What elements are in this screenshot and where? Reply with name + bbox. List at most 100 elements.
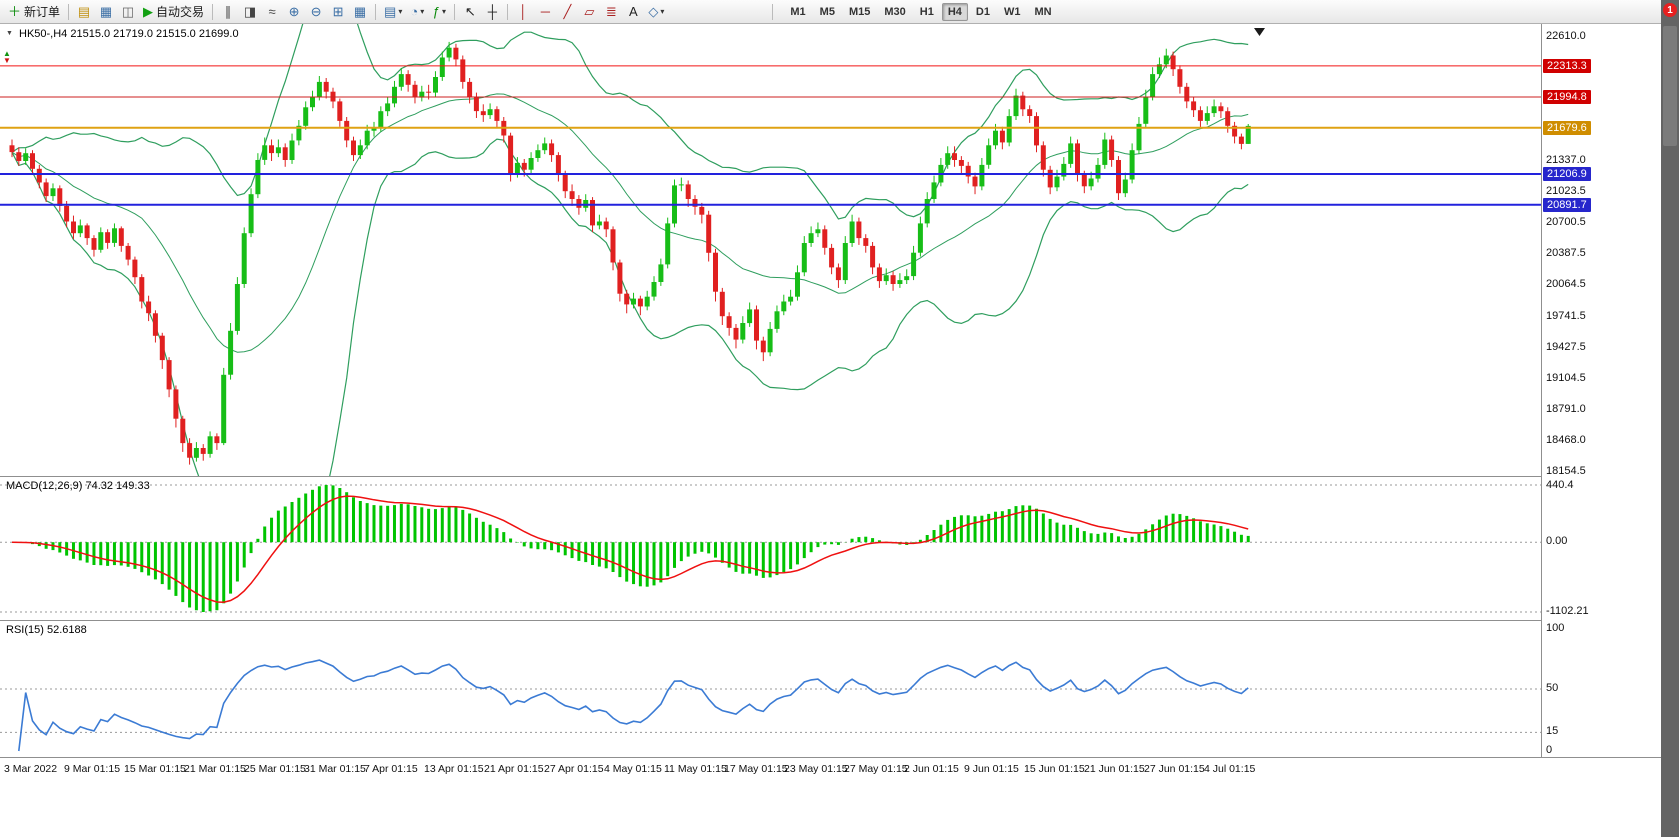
main-chart-canvas[interactable] (0, 24, 1541, 476)
new-order-button[interactable]: ＋新订单 (5, 2, 63, 22)
cursor-button[interactable]: ↖ (460, 2, 480, 22)
timeframe-h4-button[interactable]: H4 (941, 2, 968, 21)
vertical-scrollbar[interactable]: 1 (1661, 0, 1679, 837)
time-axis-label: 3 Mar 2022 (4, 763, 58, 775)
new-chart-dropdown-arrow[interactable]: ▾ (398, 7, 403, 16)
period-selector-dropdown-arrow[interactable]: ▾ (420, 7, 425, 16)
autotrading-button[interactable]: ▶ 自动交易 (140, 2, 207, 22)
time-axis-label: 15 Jun 01:15 (1024, 763, 1085, 775)
panel-separator[interactable] (0, 476, 1661, 477)
fibonacci-button[interactable]: ≣ (601, 2, 621, 22)
time-axis-label: 9 Mar 01:15 (64, 763, 121, 775)
timeframe-m15-button[interactable]: M15 (848, 5, 871, 18)
price-level-badge: 21994.8 (1543, 90, 1591, 104)
price-axis-label: 50 (1546, 682, 1559, 694)
timeframe-d1-button[interactable]: D1 (975, 5, 990, 18)
tile-windows-button[interactable]: ⊞ (328, 2, 348, 22)
new-chart-button[interactable]: ▤ ▾ (381, 2, 405, 22)
time-axis-label: 27 Apr 01:15 (544, 763, 604, 775)
chart-bars-icon: ∥ (224, 4, 232, 19)
toolbar-spacer (668, 11, 768, 12)
zoom-out-icon: ⊖ (310, 4, 322, 19)
crosshair-button[interactable]: ┼ (482, 2, 502, 22)
rsi-canvas[interactable] (0, 621, 1541, 757)
period-selector-icon: ◔ (410, 4, 419, 19)
price-axis-label: 18791.0 (1546, 403, 1586, 415)
navigator-icon: ◫ (121, 4, 135, 19)
period-selector-button[interactable]: ◔ ▾ (407, 2, 427, 22)
price-axis-label: 0.00 (1546, 535, 1568, 547)
market-watch-button[interactable]: ▦ (96, 2, 116, 22)
vertical-line-button[interactable]: │ (513, 2, 533, 22)
panel-separator (0, 757, 1661, 758)
macd-canvas[interactable] (0, 477, 1541, 620)
tile-windows-icon: ⊞ (332, 4, 344, 19)
price-level-badge: 22313.3 (1543, 59, 1591, 73)
text-tool-button[interactable]: A (623, 2, 643, 22)
chart-workspace: ▼ HK50-,H4 21515.0 21719.0 21515.0 21699… (0, 24, 1661, 837)
arrange-windows-icon: ▦ (353, 4, 367, 19)
trendline-button[interactable]: ╱ (557, 2, 577, 22)
price-axis-label: 100 (1546, 622, 1565, 634)
chart-candles-button[interactable]: ◨ (240, 2, 260, 22)
indicators-dropdown-arrow[interactable]: ▾ (441, 7, 446, 16)
time-axis-label: 2 Jun 01:15 (904, 763, 959, 775)
time-axis-label: 4 Jul 01:15 (1204, 763, 1256, 775)
timeframe-h1-button[interactable]: H1 (919, 5, 934, 18)
crosshair-icon: ┼ (487, 4, 497, 19)
shapes-dropdown-arrow[interactable]: ▾ (660, 7, 665, 16)
chart-line-button[interactable]: ≈ (262, 2, 282, 22)
zoom-in-button[interactable]: ⊕ (284, 2, 304, 22)
fibonacci-icon: ≣ (605, 4, 617, 19)
equidistant-channel-button[interactable]: ▱ (579, 2, 599, 22)
price-axis-label: 19104.5 (1546, 372, 1586, 384)
notification-badge[interactable]: 1 (1663, 3, 1677, 17)
timeframe-mn-button[interactable]: MN (1034, 5, 1052, 18)
new-order-icon: ＋ (8, 4, 22, 19)
shapes-button[interactable]: ◇ ▾ (645, 2, 667, 22)
new-order-label: 新订单 (24, 5, 61, 19)
zoom-out-button[interactable]: ⊖ (306, 2, 326, 22)
price-axis-label: 22610.0 (1546, 30, 1586, 42)
one-click-trading-toggle[interactable]: ▲ ▼ (3, 50, 11, 65)
rsi-panel: RSI(15) 52.6188 (0, 621, 1541, 757)
timeframe-w1-button[interactable]: W1 (1003, 5, 1021, 18)
toolbar-separator (68, 3, 70, 20)
chart-shift-marker[interactable] (1254, 28, 1265, 36)
expand-triangle-icon[interactable]: ▼ (6, 30, 13, 37)
horizontal-line-icon: ─ (540, 4, 550, 19)
panel-separator[interactable] (0, 620, 1661, 621)
toolbar-separator (507, 3, 509, 20)
chart-candles-icon: ◨ (243, 4, 257, 19)
toolbar-separator (375, 3, 377, 20)
new-chart-icon: ▤ (384, 4, 397, 19)
charts-profile-icon: ▤ (77, 4, 91, 19)
cursor-icon: ↖ (464, 4, 476, 19)
charts-profile-button[interactable]: ▤ (74, 2, 94, 22)
bollinger-bands (11, 24, 1249, 476)
navigator-button[interactable]: ◫ (118, 2, 138, 22)
price-axis-label: 19427.5 (1546, 341, 1586, 353)
zoom-in-icon: ⊕ (288, 4, 300, 19)
equidistant-channel-icon: ▱ (584, 4, 595, 19)
timeframe-m1-button[interactable]: M1 (790, 5, 806, 18)
time-axis-label: 4 May 01:15 (604, 763, 662, 775)
indicators-button[interactable]: ƒ ▾ (429, 2, 449, 22)
time-axis[interactable]: 3 Mar 2022 9 Mar 01:15 15 Mar 01:15 21 Mar … (0, 758, 1661, 784)
timeframe-m30-button[interactable]: M30 (884, 5, 906, 18)
chart-line-icon: ≈ (268, 4, 276, 19)
horizontal-line-button[interactable]: ─ (535, 2, 555, 22)
vertical-line-icon: │ (519, 4, 528, 19)
price-axis-label: 21023.5 (1546, 185, 1586, 197)
chart-bars-button[interactable]: ∥ (218, 2, 238, 22)
arrange-windows-button[interactable]: ▦ (350, 2, 370, 22)
time-axis-label: 21 Jun 01:15 (1084, 763, 1145, 775)
horizontal-levels[interactable] (0, 65, 1541, 206)
autotrading-label: 自动交易 (156, 5, 205, 19)
scrollbar-thumb[interactable] (1663, 26, 1677, 146)
rsi-label: RSI(15) 52.6188 (6, 624, 87, 636)
time-axis-label: 17 May 01:15 (724, 763, 788, 775)
price-axis[interactable]: 22610.0 21337.0 21023.5 20700.5 20387.5 20064… (1541, 24, 1661, 757)
timeframe-m5-button[interactable]: M5 (819, 5, 835, 18)
